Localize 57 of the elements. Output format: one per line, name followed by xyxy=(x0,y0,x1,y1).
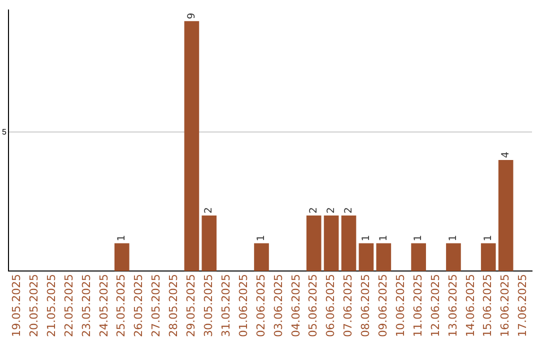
data-label: 2 xyxy=(343,207,354,214)
data-label: 2 xyxy=(326,207,337,214)
x-tick-label: 12.06.2025 xyxy=(428,274,442,338)
x-tick-label: 04.06.2025 xyxy=(289,274,302,338)
bar xyxy=(376,243,392,272)
x-tick-label: 06.06.2025 xyxy=(324,274,338,338)
data-label: 9 xyxy=(186,12,198,20)
x-tick-label: 28.05.2025 xyxy=(167,274,180,338)
x-tick-label: 21.05.2025 xyxy=(44,274,58,338)
x-tick-label: 24.05.2025 xyxy=(97,274,110,338)
x-tick-label: 07.06.2025 xyxy=(342,274,355,338)
data-label: 2 xyxy=(308,207,320,214)
x-tick-label: 25.05.2025 xyxy=(114,274,128,338)
x-tick-label: 31.05.2025 xyxy=(219,274,232,338)
bar xyxy=(480,243,496,272)
x-tick-label: 11.06.2025 xyxy=(411,274,424,338)
data-label: 1 xyxy=(378,234,390,242)
data-label: 1 xyxy=(482,234,494,242)
data-label: 4 xyxy=(500,152,512,158)
bar xyxy=(498,160,514,272)
x-tick-label: 16.06.2025 xyxy=(498,274,512,338)
data-label: 1 xyxy=(413,234,424,242)
bar xyxy=(254,243,269,272)
data-label: 2 xyxy=(204,207,215,214)
x-tick-label: 01.06.2025 xyxy=(236,274,250,338)
x-tick-label: 20.05.2025 xyxy=(27,274,40,338)
bar xyxy=(184,21,200,272)
x-tick-label: 29.05.2025 xyxy=(184,274,198,338)
x-tick-label: 08.06.2025 xyxy=(359,274,372,338)
bar xyxy=(411,243,426,272)
bar xyxy=(306,215,322,272)
bar xyxy=(341,215,356,272)
x-tick-label: 22.05.2025 xyxy=(62,274,76,338)
x-tick-label: 30.05.2025 xyxy=(202,274,216,338)
x-tick-label: 10.06.2025 xyxy=(394,274,407,338)
bar xyxy=(358,243,374,272)
x-tick-label: 02.06.2025 xyxy=(254,274,268,338)
bar xyxy=(324,215,339,272)
y-tick-label: 5 xyxy=(2,127,7,136)
x-tick-label: 17.06.2025 xyxy=(516,274,530,338)
x-tick-label: 19.05.2025 xyxy=(10,274,24,338)
x-tick-label: 13.06.2025 xyxy=(446,274,460,338)
x-tick-label: 26.05.2025 xyxy=(132,274,146,338)
data-label: 1 xyxy=(116,234,128,242)
x-tick-label: 09.06.2025 xyxy=(376,274,390,338)
x-tick-label: 14.06.2025 xyxy=(464,274,477,338)
bar xyxy=(202,215,217,272)
data-label: 1 xyxy=(448,234,460,242)
data-label: 1 xyxy=(256,234,268,242)
x-tick-label: 27.05.2025 xyxy=(150,274,163,338)
x-tick-label: 23.05.2025 xyxy=(80,274,93,338)
data-label: 1 xyxy=(360,234,372,242)
bar xyxy=(446,243,461,272)
x-tick-label: 05.06.2025 xyxy=(306,274,320,338)
x-tick-label: 03.06.2025 xyxy=(272,274,285,338)
bar xyxy=(114,243,130,272)
x-tick-label: 15.06.2025 xyxy=(481,274,494,338)
